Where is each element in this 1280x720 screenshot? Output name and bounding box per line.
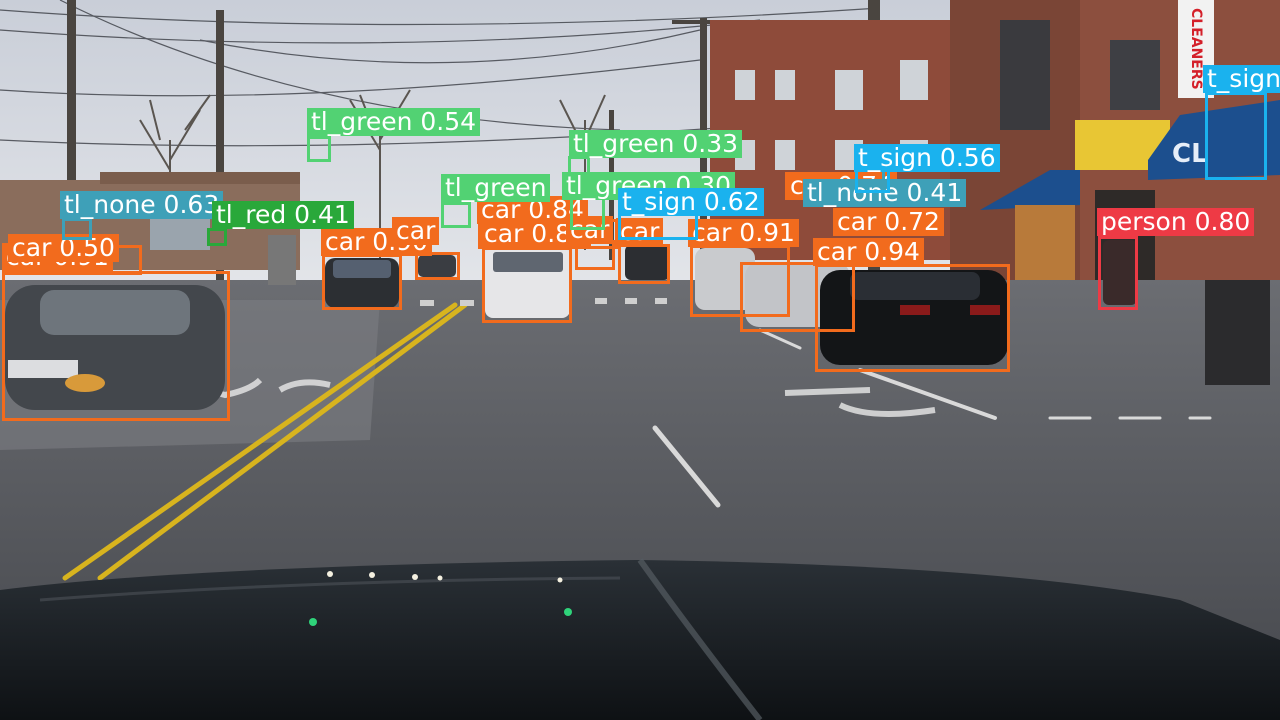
tl-red-detection-box (207, 228, 227, 246)
crosswalk (420, 298, 667, 306)
t-sign-detection-box (1205, 92, 1267, 180)
t-sign-detection-label: t_sign (1203, 65, 1280, 93)
car-detection-label: car 0.94 (813, 238, 924, 266)
t-sign-detection-label: t_sign 0.62 (618, 188, 764, 216)
hood-reflections (309, 571, 572, 626)
person-detection-box (1098, 236, 1138, 310)
car-detection-label: car 0.50 (8, 234, 119, 262)
power-lines (0, 0, 941, 147)
car-detection-box (2, 271, 230, 421)
car-detection-box (575, 240, 615, 270)
tl-green-detection-box (307, 136, 331, 162)
car-detection-label: car 0.72 (833, 208, 944, 236)
t-sign-detection-label: t_sign 0.56 (854, 144, 1000, 172)
tl-green-detection-box (441, 202, 471, 228)
car-detection-box (740, 262, 855, 332)
tl-none-detection-box (62, 218, 92, 240)
car-detection-label: car 0.91 (688, 219, 799, 247)
tl-green-detection-label: tl_green 0.33 (569, 130, 743, 158)
car-detection-box (415, 252, 460, 280)
car-detection-label: car (616, 218, 664, 246)
lane-markings (62, 302, 1212, 581)
car-detection-box (482, 247, 572, 323)
awning-blue (1148, 100, 1280, 180)
car-hood (0, 560, 1280, 720)
tl-green-detection-label: tl_green 0.54 (307, 108, 481, 136)
cleaners-sign-text: CLEANERS (1188, 8, 1204, 90)
tl-red-detection-label: tl_red 0.41 (212, 201, 354, 229)
car-detection-box (322, 254, 402, 310)
awning-blue-text: CL (1172, 139, 1208, 169)
tl-green-detection-label: tl_green (441, 174, 551, 202)
person-detection-label: person 0.80 (1097, 208, 1255, 236)
car-detection-box (618, 244, 670, 284)
vehicle-shapes (5, 235, 1270, 410)
tl-none-detection-label: tl_none 0.63 (60, 191, 224, 219)
car-detection-label: car (392, 217, 440, 245)
